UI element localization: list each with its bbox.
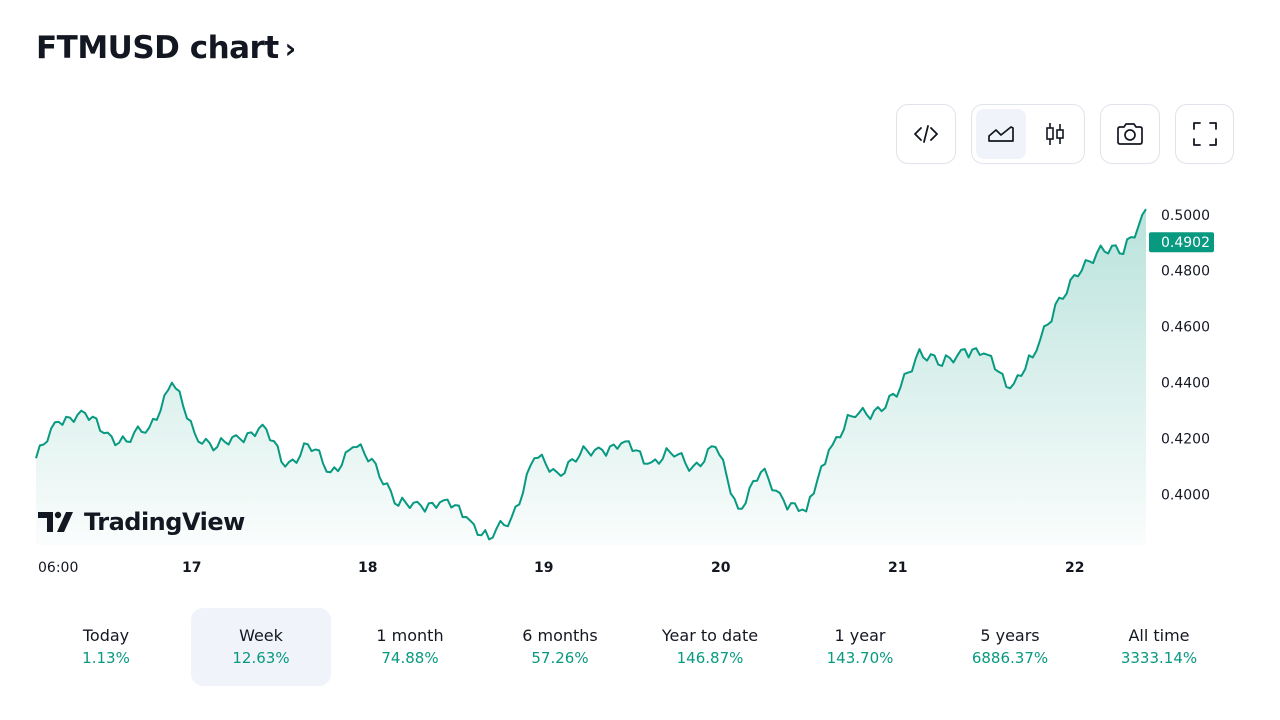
x-tick-label: 18	[358, 560, 377, 576]
x-tick-label: 19	[534, 560, 553, 576]
period-selector: Today 1.13% Week 12.63% 1 month 74.88% 6…	[36, 608, 1244, 686]
period-label: Week	[239, 626, 283, 645]
period-change: 146.87%	[676, 649, 744, 667]
candles-chart-button[interactable]	[1030, 109, 1080, 159]
price-chart[interactable]: 0.4000 0.4200 0.4400 0.4600 0.4800 0.5000 06:…	[0, 170, 1280, 590]
candles-chart-icon	[1046, 123, 1064, 145]
page-title: FTMUSD chart	[36, 30, 279, 66]
period-today[interactable]: Today 1.13%	[36, 608, 176, 686]
period-5-years[interactable]: 5 years 6886.37%	[940, 608, 1080, 686]
snapshot-button[interactable]	[1100, 104, 1160, 164]
period-6-months[interactable]: 6 months 57.26%	[490, 608, 630, 686]
period-change: 1.13%	[82, 649, 130, 667]
period-year-to-date[interactable]: Year to date 146.87%	[640, 608, 780, 686]
y-tick-label: 0.4000	[1161, 488, 1210, 504]
period-change: 57.26%	[531, 649, 589, 667]
period-label: 6 months	[522, 626, 598, 645]
period-change: 12.63%	[232, 649, 290, 667]
period-1-month[interactable]: 1 month 74.88%	[340, 608, 480, 686]
embed-code-button[interactable]	[896, 104, 956, 164]
period-1-year[interactable]: 1 year 143.70%	[790, 608, 930, 686]
x-tick-label: 20	[711, 560, 731, 576]
period-label: 1 year	[834, 626, 886, 645]
y-tick-label: 0.4400	[1161, 376, 1210, 392]
chart-style-toggle	[971, 104, 1085, 164]
period-label: Today	[82, 626, 130, 645]
period-change: 3333.14%	[1120, 649, 1198, 667]
period-change: 6886.37%	[971, 649, 1049, 667]
camera-icon	[1117, 123, 1143, 145]
tradingview-logo-icon	[38, 511, 73, 532]
price-line	[35, 208, 1147, 541]
period-label: Year to date	[661, 626, 759, 645]
price-area	[36, 209, 1146, 545]
chevron-right-icon: ›	[284, 31, 297, 65]
tradingview-watermark: TradingView	[38, 508, 245, 536]
period-label: 1 month	[376, 626, 444, 645]
x-tick-label: 21	[888, 560, 907, 576]
x-tick-label: 17	[182, 560, 201, 576]
last-price-badge	[1149, 232, 1214, 253]
period-change: 143.70%	[826, 649, 894, 667]
area-chart-icon	[988, 126, 1014, 142]
period-label: All time	[1128, 626, 1190, 645]
chart-toolbar	[0, 104, 1280, 164]
x-tick-label: 06:00	[38, 560, 78, 576]
period-label: 5 years	[980, 626, 1040, 645]
y-tick-label: 0.5000	[1161, 208, 1210, 224]
period-week[interactable]: Week 12.63%	[191, 608, 331, 686]
fullscreen-icon	[1192, 122, 1217, 146]
period-change: 74.88%	[381, 649, 439, 667]
y-tick-label: 0.4200	[1161, 432, 1210, 448]
watermark-text: TradingView	[84, 508, 245, 536]
y-tick-label: 0.4600	[1161, 320, 1210, 336]
last-price-label: 0.4902	[1161, 235, 1210, 251]
x-tick-label: 22	[1065, 560, 1084, 576]
period-all-time[interactable]: All time 3333.14%	[1089, 608, 1229, 686]
chart-title-link[interactable]: FTMUSD chart ›	[36, 30, 296, 66]
area-chart-button[interactable]	[976, 109, 1026, 159]
fullscreen-button[interactable]	[1175, 104, 1234, 164]
y-tick-label: 0.4800	[1161, 264, 1210, 280]
embed-code-icon	[914, 125, 938, 143]
